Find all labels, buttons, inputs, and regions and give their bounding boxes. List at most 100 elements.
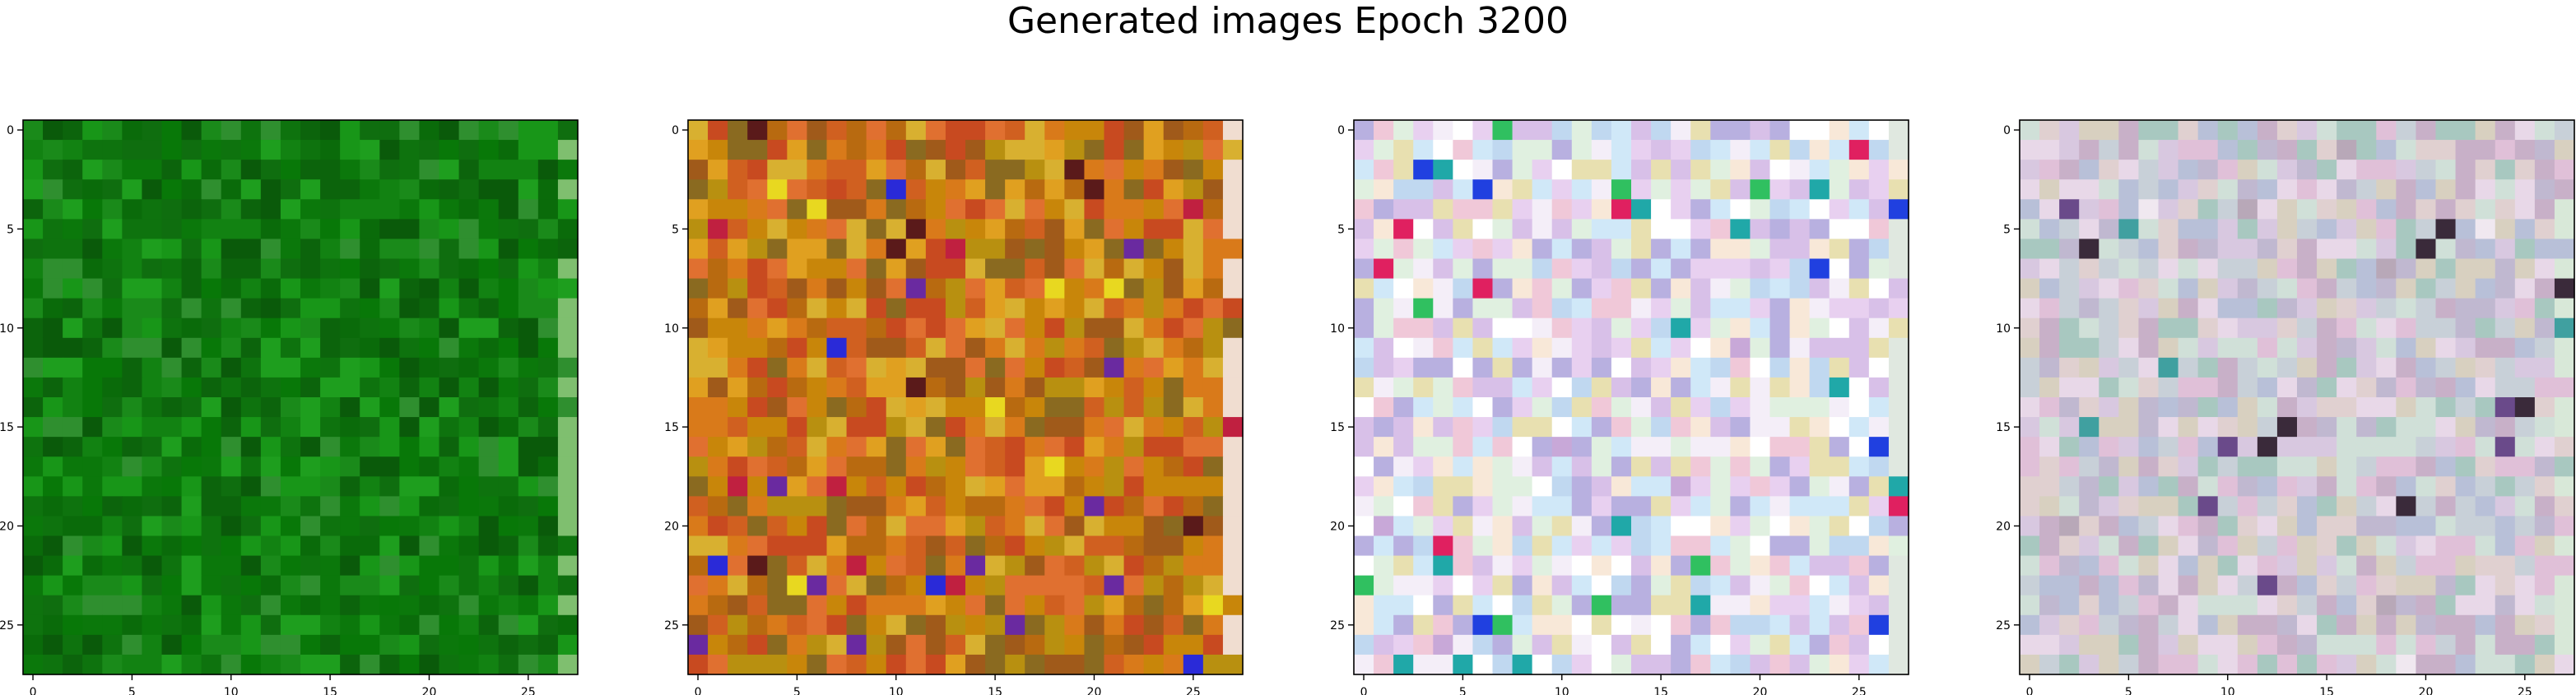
pixel-cell: [1868, 298, 1890, 319]
pixel-cell: [1123, 239, 1145, 260]
pixel-cell: [1532, 595, 1553, 616]
pixel-cell: [905, 337, 927, 359]
pixel-cell: [102, 219, 123, 240]
pixel-cell: [240, 298, 262, 319]
pixel-cell: [82, 239, 103, 260]
pixel-cell: [866, 219, 887, 240]
pixel-cell: [2356, 476, 2377, 497]
pixel-cell: [1789, 357, 1811, 378]
pixel-cell: [1354, 160, 1374, 180]
pixel-cell: [240, 357, 262, 378]
pixel-cell: [1044, 317, 1065, 339]
pixel-cell: [181, 140, 202, 160]
pixel-cell: [2317, 555, 2337, 577]
pixel-cell: [2376, 357, 2397, 378]
pixel-cell: [1413, 417, 1434, 438]
pixel-cell: [2356, 496, 2377, 517]
pixel-cell: [1571, 258, 1593, 280]
pixel-cell: [1413, 654, 1434, 675]
y-tick-label: 10: [0, 322, 14, 336]
pixel-cell: [1492, 140, 1514, 160]
pixel-cell: [2237, 437, 2258, 457]
pixel-cell: [2197, 417, 2219, 438]
pixel-cell: [985, 377, 1006, 398]
pixel-cell: [2118, 437, 2140, 457]
pixel-cell: [2435, 199, 2457, 220]
pixel-cell: [43, 614, 63, 636]
pixel-cell: [82, 575, 103, 596]
pixel-cell: [2079, 476, 2099, 497]
pixel-cell: [1730, 377, 1751, 398]
pixel-cell: [518, 437, 539, 457]
pixel-cell: [2455, 476, 2476, 497]
pixel-cell: [905, 614, 927, 636]
pixel-cell: [63, 496, 83, 517]
pixel-cell: [2376, 199, 2397, 220]
pixel-cell: [1183, 397, 1204, 418]
pixel-cell: [1571, 179, 1593, 200]
pixel-cell: [439, 614, 460, 636]
pixel-cell: [2237, 555, 2258, 577]
pixel-cell: [1888, 535, 1909, 557]
pixel-cell: [458, 417, 480, 438]
pixel-cell: [1143, 278, 1165, 299]
pixel-cell: [102, 634, 123, 656]
pixel-cell: [688, 437, 709, 457]
pixel-cell: [1202, 179, 1224, 200]
pixel-cell: [439, 397, 460, 418]
pixel-cell: [1809, 516, 1830, 537]
pixel-cell: [1354, 199, 1374, 220]
pixel-cell: [2396, 634, 2417, 656]
pixel-cell: [379, 614, 400, 636]
pixel-cell: [1651, 120, 1672, 141]
pixel-cell: [1551, 496, 1573, 517]
pixel-cell: [1143, 417, 1165, 438]
pixel-cell: [1413, 614, 1434, 636]
pixel-cell: [1809, 317, 1830, 339]
pixel-cell: [1374, 199, 1394, 220]
pixel-cell: [2059, 575, 2080, 596]
pixel-cell: [478, 317, 500, 339]
pixel-cell: [2416, 555, 2437, 577]
pixel-cell: [807, 377, 828, 398]
pixel-cell: [1591, 437, 1612, 457]
pixel-cell: [2416, 239, 2437, 260]
pixel-cell: [1571, 298, 1593, 319]
pixel-cell: [985, 199, 1006, 220]
pixel-cell: [945, 298, 966, 319]
pixel-cell: [2554, 179, 2575, 200]
pixel-cell: [2534, 437, 2555, 457]
pixel-cell: [2337, 199, 2357, 220]
pixel-cell: [1611, 595, 1632, 616]
pixel-cell: [2416, 437, 2437, 457]
pixel-cell: [340, 535, 360, 557]
pixel-cell: [478, 140, 500, 160]
pixel-cell: [260, 298, 281, 319]
pixel-cell: [2376, 298, 2397, 319]
pixel-cell: [2138, 417, 2160, 438]
pixel-cell: [1222, 120, 1244, 141]
pixel-cell: [518, 377, 539, 398]
pixel-cell: [221, 357, 242, 378]
pixel-cell: [1433, 160, 1453, 180]
pixel-cell: [728, 140, 748, 160]
pixel-cell: [1104, 219, 1125, 240]
pixel-cell: [2396, 456, 2417, 477]
pixel-cell: [340, 357, 360, 378]
pixel-cell: [1651, 634, 1672, 656]
pixel-cell: [2178, 239, 2199, 260]
pixel-cell: [1143, 258, 1165, 280]
pixel-cell: [728, 654, 748, 675]
pixel-cell: [2356, 357, 2377, 378]
pixel-cell: [498, 298, 519, 319]
pixel-cell: [2178, 476, 2199, 497]
pixel-cell: [2079, 595, 2099, 616]
pixel-cell: [1651, 496, 1672, 517]
pixel-cell: [2158, 496, 2179, 517]
pixel-cell: [1591, 417, 1612, 438]
pixel-cell: [142, 160, 163, 180]
pixel-cell: [846, 337, 867, 359]
pixel-cell: [537, 120, 559, 141]
pixel-cell: [280, 634, 301, 656]
pixel-cell: [905, 199, 927, 220]
